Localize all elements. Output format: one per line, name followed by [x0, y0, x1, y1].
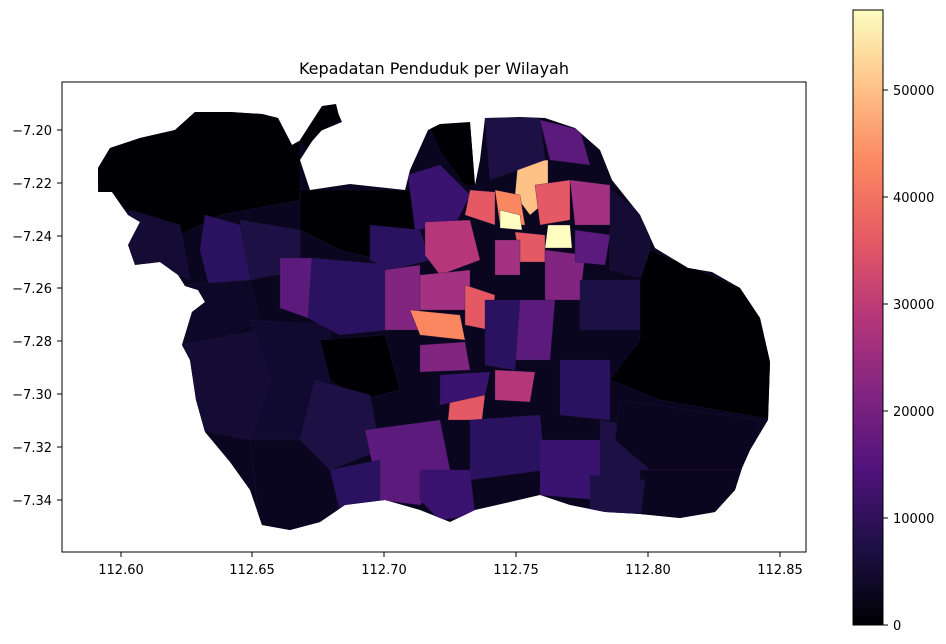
region-east-dark	[609, 249, 770, 421]
region-s-purple	[419, 469, 476, 521]
region-se-3	[559, 359, 611, 421]
y-tick-label: −7.34	[12, 494, 52, 509]
y-tick-label: −7.30	[12, 388, 52, 403]
colorbar-tick-label: 30000	[893, 298, 934, 313]
colorbar-gradient	[852, 9, 884, 626]
region-south-2	[329, 459, 381, 511]
x-tick-label: 112.60	[98, 563, 144, 578]
region-dense-1	[424, 219, 481, 276]
region-dense-4	[409, 309, 466, 341]
colorbar-tick-label: 10000	[893, 512, 934, 527]
map-axes: Kepadatan Penduduk per Wilayah 112.60 11…	[12, 59, 807, 578]
region-ne-2	[539, 119, 591, 166]
region-se-1	[469, 414, 546, 481]
region-nc-1	[369, 224, 431, 271]
colorbar: 0 10000 20000 30000 40000 50000	[852, 9, 934, 634]
region-ne-1	[569, 179, 611, 226]
region-hot-3	[534, 179, 571, 226]
x-tick-label: 112.70	[361, 563, 407, 578]
x-tick-label: 112.80	[625, 563, 671, 578]
x-tick-label: 112.85	[757, 563, 803, 578]
y-tick-label: −7.28	[12, 335, 52, 350]
map-title: Kepadatan Penduduk per Wilayah	[299, 59, 569, 78]
region-central-w-1	[279, 257, 313, 319]
region-peak-2	[544, 224, 573, 249]
region-harbor-black	[430, 122, 475, 185]
colorbar-tick-label: 50000	[893, 84, 934, 99]
region-dense-6	[419, 341, 471, 373]
region-dense-3	[419, 269, 471, 311]
region-c-4	[514, 299, 556, 361]
y-tick-label: −7.24	[12, 230, 52, 245]
x-axis: 112.60 112.65 112.70 112.75 112.80 112.8…	[98, 552, 803, 578]
region-central-w-2	[307, 257, 391, 336]
x-tick-label: 112.75	[493, 563, 539, 578]
region-c-7	[484, 299, 521, 371]
region-central-dark	[319, 334, 401, 401]
y-tick-label: −7.22	[12, 177, 52, 192]
colorbar-tick-label: 40000	[893, 191, 934, 206]
y-axis: −7.20 −7.22 −7.24 −7.26 −7.28 −7.30 −7.3…	[12, 124, 62, 509]
region-c-8	[439, 371, 491, 406]
colorbar-tick-label: 0	[893, 619, 901, 634]
map-regions	[98, 104, 770, 530]
y-tick-label: −7.26	[12, 282, 52, 297]
region-north-purple	[407, 164, 471, 231]
region-c-5	[494, 369, 536, 403]
pier-region	[300, 104, 340, 148]
region-c-3	[494, 239, 521, 276]
x-tick-label: 112.65	[229, 563, 275, 578]
region-peak-1	[499, 209, 523, 231]
region-ne-3	[484, 117, 546, 181]
region-dense-7	[464, 189, 496, 226]
colorbar-tick-label: 20000	[893, 405, 934, 420]
region-central-s-1	[299, 379, 381, 471]
region-e-1	[579, 279, 641, 331]
region-c-2	[574, 229, 611, 266]
y-tick-label: −7.20	[12, 124, 52, 139]
y-tick-label: −7.32	[12, 441, 52, 456]
